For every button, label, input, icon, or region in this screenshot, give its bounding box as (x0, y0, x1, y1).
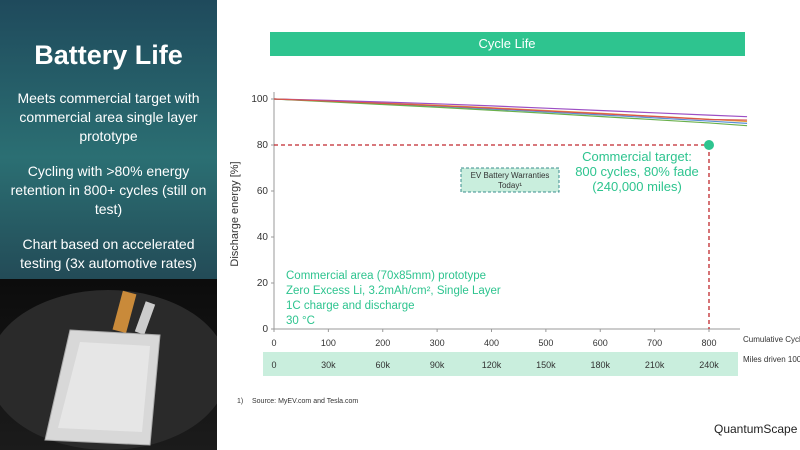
miles-axis-label: Miles driven 100kWh BEV (743, 355, 800, 364)
warranty-label: Today¹ (498, 181, 522, 190)
prototype-label: 1C charge and discharge (286, 300, 415, 312)
target-label: Commercial target: (582, 149, 692, 164)
battery-photo (0, 290, 217, 450)
miles-label: 150k (536, 360, 556, 370)
miles-label: 210k (645, 360, 665, 370)
x-tick-label: 200 (375, 338, 390, 348)
left-panel: Battery Life Meets commercial target wit… (0, 0, 217, 450)
x-tick-label: 800 (701, 338, 716, 348)
x-tick-label: 100 (321, 338, 336, 348)
bullet: Cycling with >80% energy retention in 80… (10, 163, 207, 217)
chart-title: Cycle Life (478, 36, 535, 51)
y-tick-label: 20 (257, 278, 269, 289)
slide-title: Battery Life (34, 40, 183, 70)
prototype-label: Commercial area (70x85mm) prototype (286, 270, 486, 282)
warranty-label: EV Battery Warranties (471, 171, 550, 180)
miles-label: 180k (590, 360, 610, 370)
x-axis-label: Cumulative Cycle Index (743, 335, 800, 344)
miles-label: 60k (375, 360, 390, 370)
chart-header (270, 32, 745, 56)
series-line (273, 98, 748, 127)
series-line (273, 98, 748, 118)
warranty-box (460, 167, 560, 193)
y-tick-label: 100 (251, 94, 268, 105)
y-axis-label: Discharge energy [%] (229, 161, 241, 266)
y-tick-label: 80 (257, 140, 269, 151)
series-line (273, 98, 748, 121)
y-tick-label: 40 (257, 232, 269, 243)
miles-label: 90k (430, 360, 445, 370)
miles-label: 240k (699, 360, 719, 370)
miles-label: 120k (482, 360, 502, 370)
logo: QuantumScape (714, 422, 798, 436)
y-tick-label: 60 (257, 186, 269, 197)
footnote-marker: 1) (237, 398, 243, 405)
miles-label: 0 (271, 360, 276, 370)
prototype-label: Zero Excess Li, 3.2mAh/cm², Single Layer (286, 285, 501, 297)
prototype-label: 30 °C (286, 315, 315, 327)
target-label: 800 cycles, 80% fade (575, 164, 699, 179)
x-tick-label: 0 (271, 338, 276, 348)
bullet: Chart based on accelerated testing (3x a… (20, 236, 197, 271)
x-tick-label: 600 (593, 338, 608, 348)
x-tick-label: 500 (538, 338, 553, 348)
miles-label: 30k (321, 360, 336, 370)
x-tick-label: 300 (430, 338, 445, 348)
x-tick-label: 700 (647, 338, 662, 348)
miles-band (263, 352, 738, 376)
y-tick-label: 0 (262, 324, 268, 335)
target-label: (240,000 miles) (592, 179, 682, 194)
x-tick-label: 400 (484, 338, 499, 348)
footnote: Source: MyEV.com and Tesla.com (252, 398, 358, 405)
target-point (704, 140, 714, 150)
bullet: Meets commercial target with commercial … (17, 90, 200, 144)
